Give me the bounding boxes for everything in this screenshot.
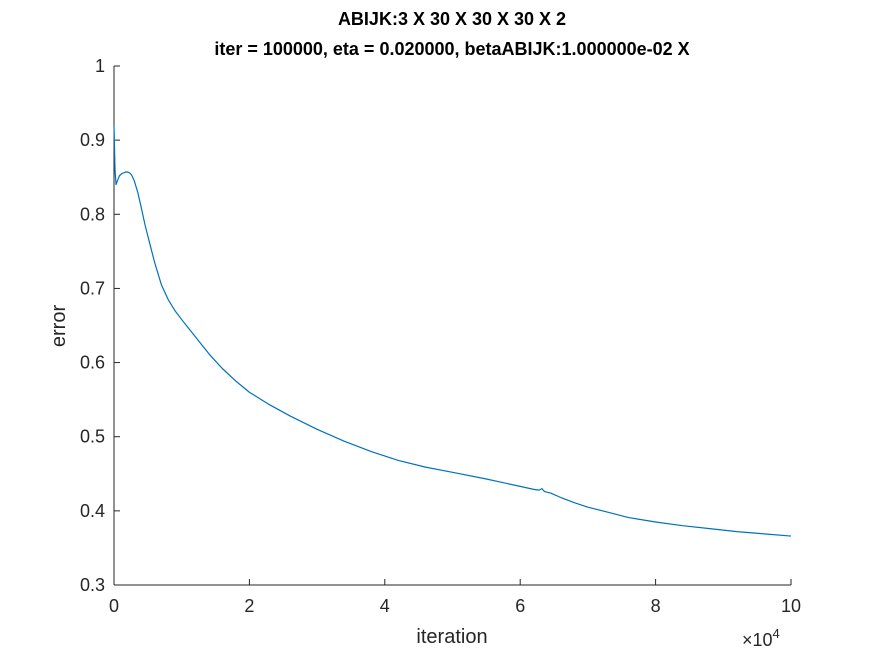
plot-area: 0 2 4 6 8 10 0.3 0.4 0.5 0.6 0.7 0.8 0.9 1 <box>80 56 801 616</box>
x-exponent-power: 4 <box>773 626 780 641</box>
error-series-line <box>113 125 792 537</box>
x-ticks: 0 2 4 6 8 10 <box>109 579 801 616</box>
x-tick-label: 10 <box>781 596 801 616</box>
x-tick-label: 4 <box>380 596 390 616</box>
chart-title: ABIJK:3 X 30 X 30 X 30 X 2 <box>338 9 566 29</box>
y-tick-label: 0.8 <box>80 204 105 224</box>
y-tick-label: 0.3 <box>80 575 105 595</box>
x-exponent-base: ×10 <box>742 630 773 650</box>
x-tick-label: 8 <box>651 596 661 616</box>
x-tick-label: 2 <box>244 596 254 616</box>
x-tick-label: 6 <box>515 596 525 616</box>
y-tick-label: 0.9 <box>80 130 105 150</box>
y-tick-label: 1 <box>95 56 105 76</box>
y-tick-label: 0.6 <box>80 353 105 373</box>
axes-background <box>114 66 791 585</box>
y-ticks: 0.3 0.4 0.5 0.6 0.7 0.8 0.9 1 <box>80 56 120 595</box>
y-tick-label: 0.7 <box>80 278 105 298</box>
y-tick-label: 0.4 <box>80 501 105 521</box>
y-axis-label: error <box>48 305 70 348</box>
x-tick-label: 0 <box>109 596 119 616</box>
x-exponent-label: ×104 <box>742 626 780 650</box>
y-tick-label: 0.5 <box>80 427 105 447</box>
chart-subtitle: iter = 100000, eta = 0.020000, betaABIJK… <box>214 39 689 59</box>
x-axis-label: iteration <box>416 626 487 648</box>
